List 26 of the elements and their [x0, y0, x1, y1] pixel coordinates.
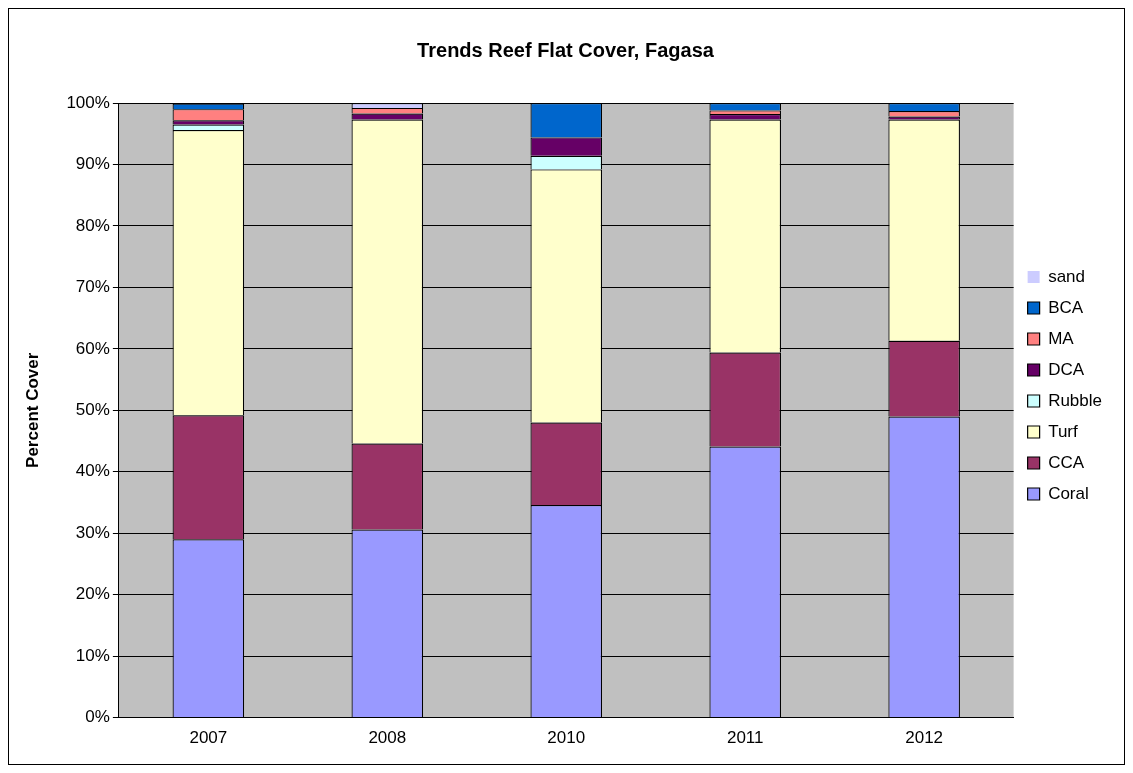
y-tick-label: 10%: [75, 645, 110, 665]
x-tick-label: 2012: [905, 728, 944, 748]
legend-label: Coral: [1048, 483, 1089, 503]
legend-label: MA: [1048, 328, 1075, 348]
legend-label: Turf: [1048, 421, 1078, 441]
x-tick-label: 2008: [368, 728, 407, 748]
x-tick-label: 2007: [189, 728, 228, 748]
x-tick-label: 2010: [547, 728, 586, 748]
y-tick-label: 20%: [75, 584, 110, 604]
y-tick-label: 0%: [85, 707, 110, 727]
legend-label: CCA: [1048, 452, 1085, 472]
y-tick-label: 50%: [75, 399, 110, 419]
y-tick-label: 100%: [66, 92, 110, 112]
legend-label: BCA: [1048, 297, 1084, 317]
y-tick-label: 70%: [75, 277, 110, 297]
y-tick-label: 80%: [75, 215, 110, 235]
legend-label: Rubble: [1048, 390, 1102, 410]
chart-title: Trends Reef Flat Cover, Fagasa: [417, 38, 715, 61]
y-tick-label: 40%: [75, 461, 110, 481]
y-tick-label: 30%: [75, 522, 110, 542]
x-tick-label: 2011: [726, 728, 764, 748]
y-axis-title: Percent Cover: [22, 352, 42, 468]
y-tick-label: 90%: [75, 154, 110, 174]
legend-label: sand: [1048, 266, 1085, 286]
y-tick-label: 60%: [75, 338, 110, 358]
legend-label: DCA: [1048, 359, 1085, 379]
